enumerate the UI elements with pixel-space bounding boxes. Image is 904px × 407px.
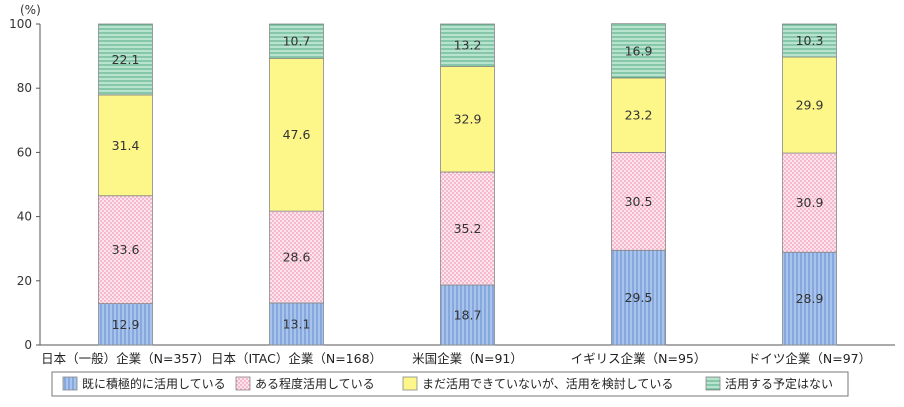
bar-segment — [440, 23, 495, 67]
bar-segment — [782, 56, 837, 154]
bar-segment — [611, 77, 666, 153]
legend-swatch — [62, 376, 78, 391]
data-label: 28.9 — [796, 291, 824, 306]
data-label: 10.3 — [796, 33, 824, 48]
category-labels: 日本（一般）企業（N=357） 日本（ITAC）企業（N=168） 米国企業（N=9… — [41, 351, 871, 366]
legend-swatch — [402, 376, 418, 391]
legend-swatch — [235, 376, 251, 391]
data-label: 29.9 — [796, 98, 824, 113]
data-label: 33.6 — [112, 242, 140, 257]
legend-label: 既に積極的に活用している — [82, 376, 226, 391]
data-label: 32.9 — [454, 112, 482, 127]
data-label: 22.1 — [112, 52, 140, 67]
data-label: 47.6 — [283, 127, 311, 142]
x-category-label: ドイツ企業（N=97） — [748, 351, 871, 366]
bar-segment — [98, 94, 153, 197]
bar-segment — [98, 303, 153, 346]
bar-segment — [269, 57, 324, 212]
data-label: 29.5 — [625, 290, 653, 305]
data-label: 28.6 — [283, 250, 311, 265]
bar-segment — [782, 251, 837, 346]
x-category-label: 米国企業（N=91） — [412, 351, 523, 366]
bar-segment — [269, 210, 324, 304]
bar-segment — [269, 23, 324, 59]
data-label: 10.7 — [283, 34, 311, 49]
bar-segment — [440, 65, 495, 173]
y-axis-unit-label: (%) — [20, 3, 41, 17]
data-label: 30.5 — [625, 194, 653, 209]
data-label: 13.1 — [283, 316, 311, 331]
y-tick-label: 0 — [24, 338, 32, 352]
data-labels: 12.9 33.6 31.4 22.1 13.1 28.6 47.6 10.7 18.7 35.2… — [112, 33, 824, 332]
data-label: 30.9 — [796, 195, 824, 210]
data-label: 23.2 — [625, 108, 653, 123]
legend: 既に積極的に活用している ある程度活用している まだ活用できていないが、活用を検討し… — [51, 371, 849, 397]
data-label: 35.2 — [454, 221, 482, 236]
data-label: 31.4 — [112, 138, 140, 153]
bar-segment — [782, 152, 837, 253]
legend-label: ある程度活用している — [255, 376, 375, 391]
bar-segment — [611, 23, 666, 79]
y-tick-label: 60 — [17, 145, 32, 159]
axes: 0 20 40 60 80 100 — [9, 17, 895, 352]
x-category-label: 日本（一般）企業（N=357） — [41, 351, 210, 366]
data-label: 12.9 — [112, 317, 140, 332]
legend-swatch — [705, 376, 721, 391]
bars — [98, 23, 837, 346]
data-label: 13.2 — [454, 38, 482, 53]
bar-segment — [611, 249, 666, 346]
bar-segment — [440, 284, 495, 346]
y-tick-label: 40 — [17, 210, 32, 224]
legend-label: 活用する予定はない — [725, 376, 833, 391]
legend-label: まだ活用できていないが、活用を検討している — [422, 376, 673, 391]
bar-segment — [440, 171, 495, 286]
bar-segment — [98, 23, 153, 96]
data-label: 16.9 — [625, 43, 653, 58]
bar-segment — [782, 23, 837, 58]
y-tick-label: 80 — [17, 81, 32, 95]
x-category-label: イギリス企業（N=95） — [571, 351, 707, 366]
y-tick-label: 20 — [17, 274, 32, 288]
bar-segment — [98, 195, 153, 304]
y-tick-label: 100 — [9, 17, 32, 31]
data-label: 18.7 — [454, 307, 482, 322]
x-category-label: 日本（ITAC）企業（N=168） — [211, 351, 382, 366]
